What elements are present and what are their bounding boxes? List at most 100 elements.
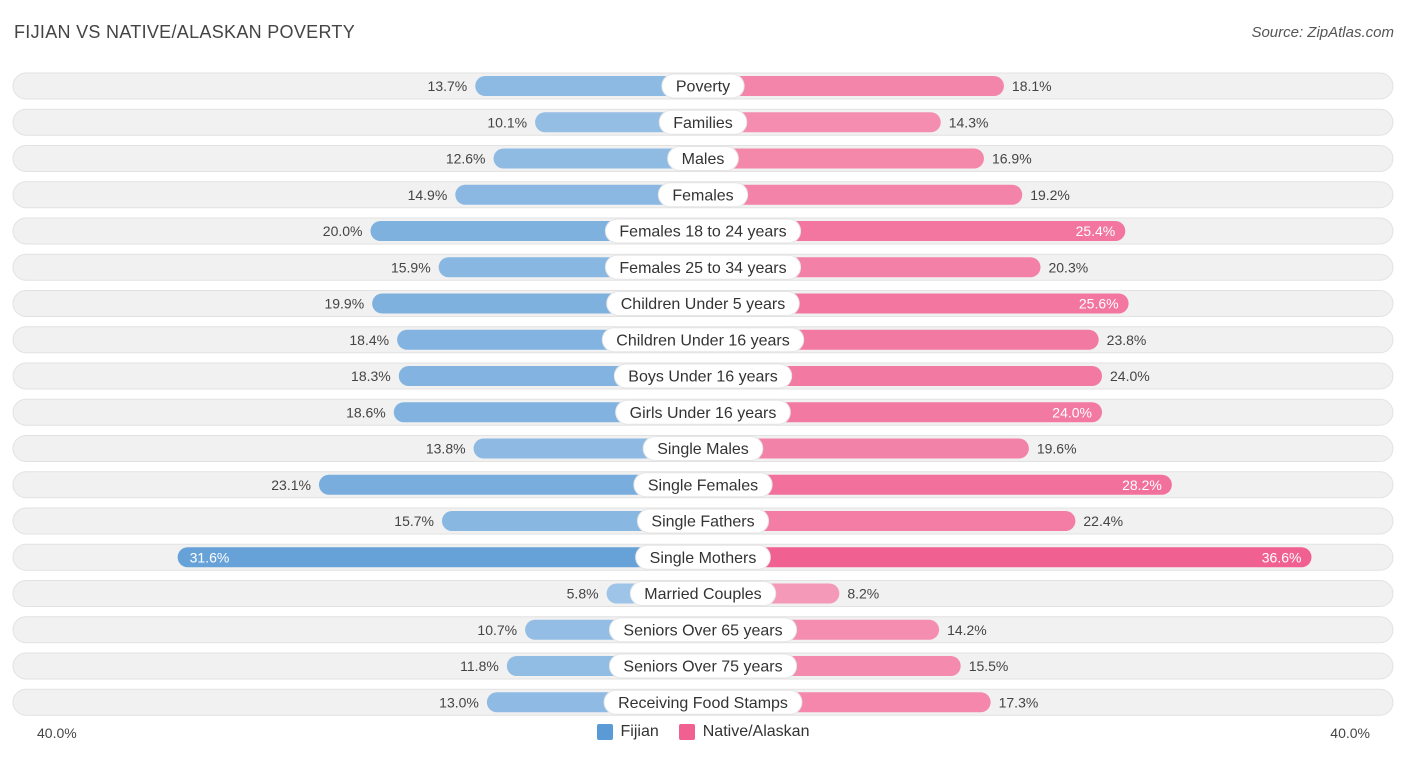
value-label-fijian: 13.0%: [439, 694, 479, 710]
value-label-native: 16.9%: [992, 151, 1032, 167]
value-label-fijian: 13.7%: [428, 78, 468, 94]
chart-area: 13.7% 18.1% Poverty 10.1% 14.3% Families 12.6%…: [12, 72, 1394, 716]
value-label-native: 22.4%: [1083, 513, 1123, 529]
legend: Fijian Native/Alaskan: [0, 723, 1406, 741]
value-label-native: 15.5%: [969, 658, 1009, 674]
value-label-fijian: 18.3%: [351, 368, 391, 384]
legend-item-fijian[interactable]: Fijian: [596, 723, 659, 741]
value-label-fijian: 13.8%: [426, 441, 466, 457]
category-pill: [608, 653, 798, 679]
value-label-fijian: 10.7%: [477, 622, 517, 638]
bar-fijian: [318, 474, 713, 495]
category-label: Females 18 to 24 years: [619, 224, 786, 241]
chart-title: FIJIAN VS NATIVE/ALASKAN POVERTY: [14, 22, 356, 42]
category-label: Single Mothers: [650, 550, 757, 567]
category-pill: [603, 689, 803, 715]
value-label-fijian: 18.6%: [346, 404, 386, 420]
category-pill: [615, 399, 791, 425]
value-label-native: 14.2%: [947, 622, 987, 638]
value-label-fijian: 31.6%: [190, 549, 230, 565]
category-label: Males: [682, 151, 725, 168]
category-pill: [635, 544, 771, 570]
legend-item-native[interactable]: Native/Alaskan: [678, 723, 810, 741]
bar-native: [693, 112, 941, 133]
bar-native: [693, 221, 1126, 241]
category-pill: [604, 254, 802, 280]
legend-label-fijian: Fijian: [620, 723, 659, 740]
bar-native: [693, 474, 1172, 495]
category-pill: [658, 109, 748, 135]
category-pill: [636, 508, 770, 534]
value-label-native: 8.2%: [847, 586, 879, 602]
category-label: Single Fathers: [651, 514, 754, 531]
value-label-fijian: 12.6%: [446, 151, 486, 167]
category-label: Seniors Over 75 years: [623, 659, 782, 676]
bar-fijian: [177, 547, 713, 568]
value-label-fijian: 11.8%: [460, 658, 499, 674]
bar-fijian: [455, 184, 713, 205]
value-label-fijian: 23.1%: [271, 477, 311, 493]
category-label: Single Males: [657, 441, 749, 458]
category-label: Families: [673, 115, 733, 132]
bar-fijian: [475, 76, 713, 96]
value-label-native: 19.2%: [1030, 187, 1070, 203]
category-pill: [661, 73, 745, 99]
category-pill: [657, 182, 749, 208]
category-pill: [613, 363, 793, 389]
source-label: Source: ZipAtlas.com: [1251, 24, 1394, 41]
axis-left-label: 40.0%: [37, 725, 77, 741]
bar-native: [693, 402, 1102, 423]
category-pill: [606, 291, 800, 316]
bar-native: [693, 76, 1004, 96]
legend-swatch-native: [678, 724, 695, 740]
value-label-native: 24.0%: [1110, 368, 1150, 384]
bar-native: [693, 148, 984, 169]
category-label: Boys Under 16 years: [628, 369, 777, 386]
category-pill: [629, 581, 777, 606]
bar-fijian: [493, 148, 713, 169]
bar-native: [693, 293, 1129, 314]
value-label-native: 20.3%: [1048, 259, 1088, 275]
value-label-native: 18.1%: [1012, 78, 1052, 94]
category-label: Seniors Over 65 years: [623, 622, 782, 639]
value-label-native: 19.6%: [1037, 441, 1077, 457]
category-label: Females 25 to 34 years: [619, 260, 786, 277]
bar-native: [693, 511, 1076, 531]
value-label-native: 25.4%: [1076, 223, 1116, 239]
category-pill: [667, 146, 739, 171]
value-label-native: 17.3%: [999, 694, 1039, 710]
bar-native: [693, 547, 1312, 568]
category-pill: [642, 436, 764, 461]
value-label-fijian: 20.0%: [323, 223, 363, 239]
category-label: Married Couples: [644, 586, 761, 603]
value-label-native: 25.6%: [1079, 296, 1119, 312]
value-label-fijian: 15.9%: [391, 259, 431, 275]
value-label-fijian: 15.7%: [394, 513, 434, 529]
category-label: Poverty: [676, 79, 730, 96]
value-label-fijian: 10.1%: [487, 114, 527, 130]
category-label: Children Under 5 years: [621, 296, 786, 313]
category-label: Single Females: [648, 477, 758, 494]
axis-right-label: 40.0%: [1330, 725, 1370, 741]
category-label: Children Under 16 years: [616, 332, 789, 349]
category-pill: [601, 327, 805, 353]
bar-native: [693, 366, 1102, 386]
value-label-native: 14.3%: [949, 114, 989, 130]
value-label-native: 23.8%: [1107, 332, 1147, 348]
value-label-fijian: 18.4%: [349, 332, 389, 348]
legend-swatch-fijian: [596, 724, 613, 740]
category-pill: [633, 472, 773, 498]
bar-native: [693, 438, 1029, 459]
value-label-fijian: 14.9%: [408, 187, 448, 203]
category-label: Females: [672, 187, 733, 204]
category-label: Receiving Food Stamps: [618, 695, 788, 712]
bar-native: [693, 184, 1023, 205]
value-label-native: 28.2%: [1122, 477, 1162, 493]
value-label-native: 36.6%: [1262, 549, 1302, 565]
category-pill: [608, 617, 798, 643]
legend-label-native: Native/Alaskan: [702, 723, 810, 740]
value-label-fijian: 5.8%: [567, 586, 599, 602]
value-label-fijian: 19.9%: [324, 296, 364, 312]
category-label: Girls Under 16 years: [630, 405, 777, 422]
category-pill: [604, 218, 802, 244]
